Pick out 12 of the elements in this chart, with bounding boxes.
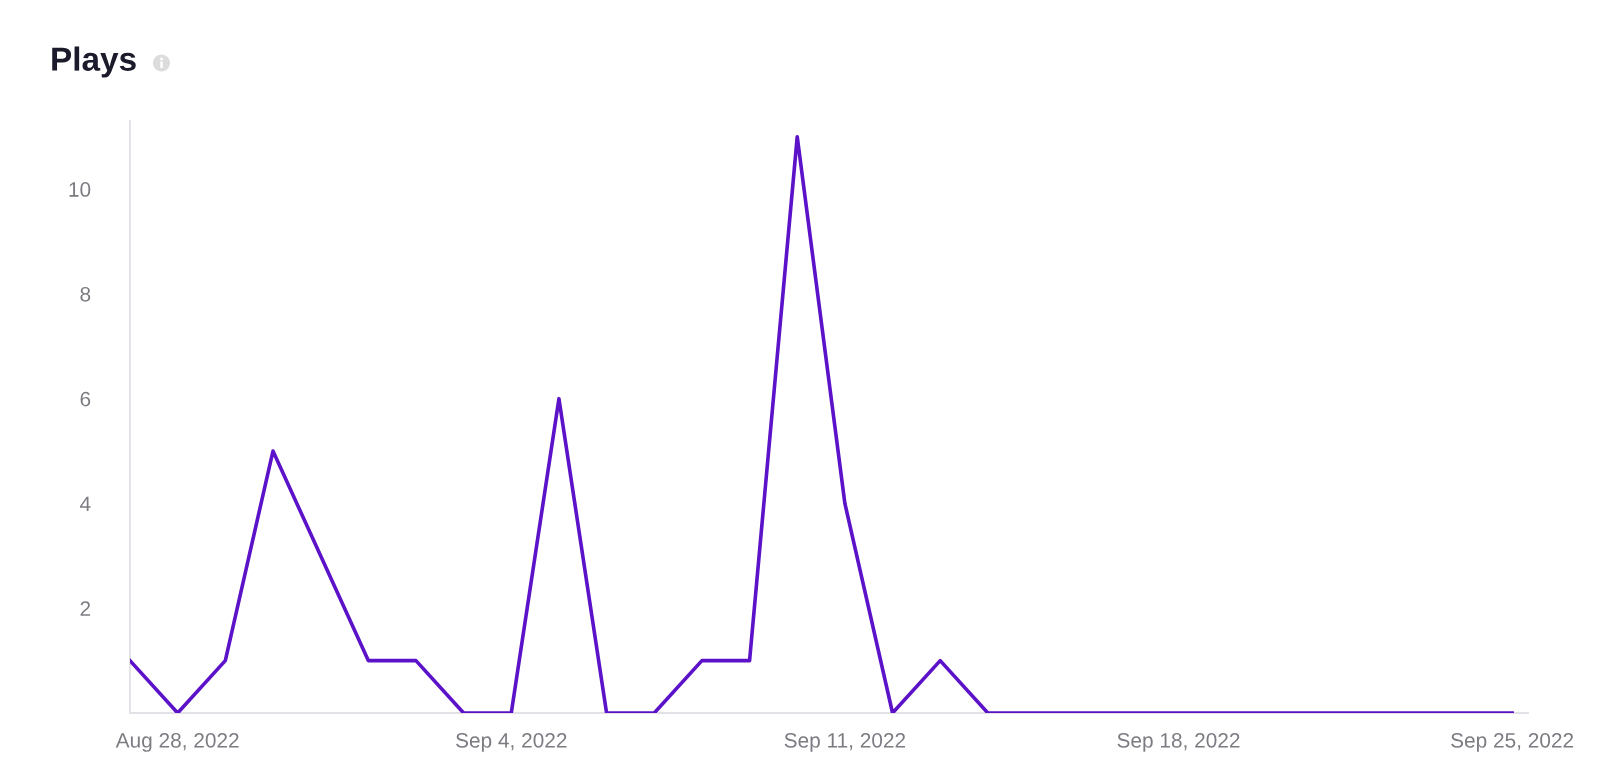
line-series — [130, 134, 1514, 713]
chart-title: Plays — [52, 46, 136, 78]
x-tick-label: Sep 18, 2022 — [1117, 732, 1240, 752]
y-tick-label: 6 — [80, 391, 91, 407]
y-tick-label: 10 — [69, 182, 91, 197]
y-tick-label: 2 — [80, 601, 91, 616]
x-tick-label: Sep 4, 2022 — [456, 732, 567, 752]
x-tick-label: Aug 28, 2022 — [115, 732, 239, 752]
y-tick-label: 4 — [80, 496, 91, 511]
y-tick-label: 8 — [80, 286, 91, 302]
x-tick-label: Sep 25, 2022 — [1451, 732, 1574, 752]
x-tick-label: Sep 11, 2022 — [784, 732, 906, 752]
